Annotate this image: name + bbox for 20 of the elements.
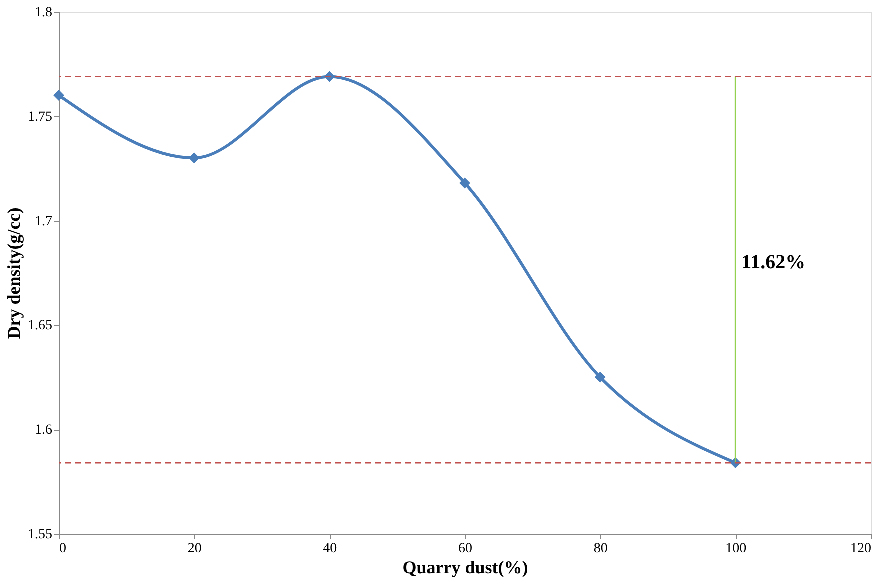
y-tick-label: 1.55 (28, 528, 52, 542)
x-tick-label: 20 (188, 542, 202, 556)
x-tick-label: 120 (850, 542, 872, 556)
point (460, 178, 470, 189)
x-tick-label: 80 (594, 542, 608, 556)
annotation: 11.62% (742, 252, 806, 274)
x-axis-title: Quarry dust(%) (402, 558, 528, 578)
y-tick-label: 1.7 (35, 214, 52, 230)
point (594, 372, 606, 383)
x-tick-label: 60 (458, 542, 472, 556)
x-tick-label: 40 (323, 542, 338, 556)
y-axis-title: Dry density(g/cc) (4, 208, 24, 340)
x-tick-label: 100 (726, 542, 747, 556)
y-tick-label: 1.75 (28, 110, 52, 125)
point (54, 90, 64, 101)
y-tick-label: 1.65 (28, 318, 52, 334)
y-tick-label: 1.8 (35, 6, 52, 20)
y-tick-label: 1.6 (35, 423, 52, 438)
x-tick-label: 0 (60, 542, 66, 556)
point (188, 152, 200, 164)
